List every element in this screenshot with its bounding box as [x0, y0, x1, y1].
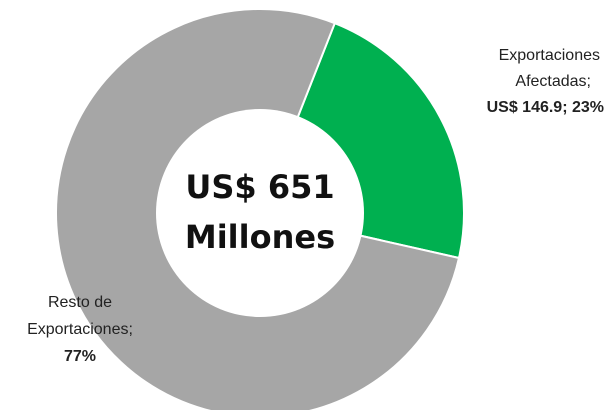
- center-label-line-2: Millones: [185, 218, 335, 256]
- slice-label-affected-line-1: Exportaciones: [499, 47, 600, 64]
- slice-label-rest-line-1: Resto de: [48, 294, 112, 311]
- slice-label-affected-value: US$ 146.9; 23%: [487, 99, 604, 116]
- center-label-line-1: US$ 651: [185, 168, 334, 206]
- slice-label-affected-line-2: Afectadas;: [515, 73, 591, 90]
- slice-label-rest-value: 77%: [64, 348, 96, 365]
- donut-hole: [156, 109, 364, 317]
- slice-label-rest-line-2: Exportaciones;: [27, 321, 133, 338]
